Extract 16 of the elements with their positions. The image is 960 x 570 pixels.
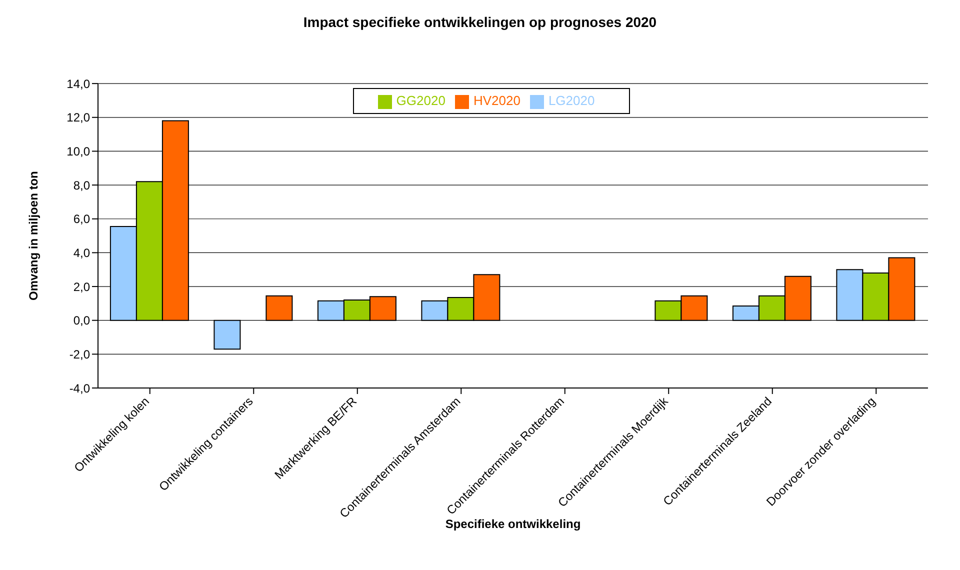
- legend-label: HV2020: [473, 93, 520, 108]
- y-tick-label: 6,0: [73, 212, 90, 226]
- y-tick-label: -4,0: [69, 381, 90, 396]
- y-tick-label: 2,0: [73, 280, 90, 294]
- y-tick-label: -2,0: [69, 347, 90, 362]
- y-tick-label: 14,0: [66, 76, 90, 91]
- y-tick-label: 4,0: [73, 246, 90, 260]
- x-axis-title: Specifieke ontwikkeling: [445, 517, 581, 531]
- y-tick-label: 0,0: [73, 314, 90, 328]
- y-tick-label: 12,0: [66, 110, 90, 125]
- legend-label: GG2020: [396, 93, 446, 108]
- y-tick-label: 8,0: [73, 178, 90, 192]
- legend-label: LG2020: [548, 93, 595, 108]
- y-axis-title: Omvang in miljoen ton: [26, 171, 40, 300]
- chart-title: Impact specifieke ontwikkelingen op prognoses 2020: [302, 13, 658, 32]
- y-tick-label: 10,0: [66, 144, 90, 158]
